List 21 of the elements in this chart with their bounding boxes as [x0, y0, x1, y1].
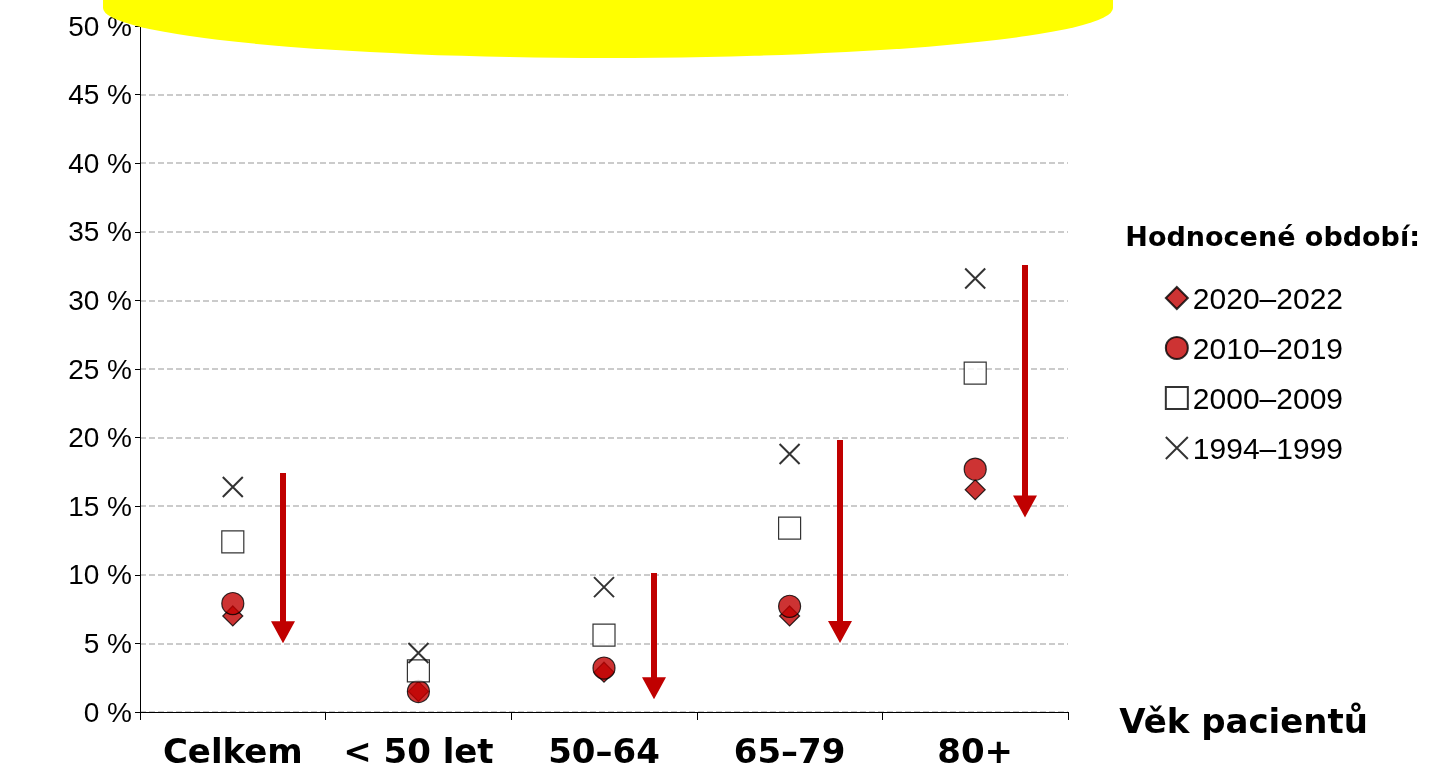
y-tick-label: 30 %	[68, 284, 132, 316]
y-tick-label: 15 %	[68, 490, 132, 522]
x-axis-title: Věk pacientů	[1119, 701, 1369, 741]
y-tick-label: 20 %	[68, 422, 132, 454]
x-tick-label: Celkem	[162, 731, 303, 771]
y-tick-label: 5 %	[83, 627, 132, 659]
legend-label: 2020–2022	[1192, 281, 1344, 315]
legend-title: Hodnocené období:	[1125, 221, 1421, 252]
y-tick-label: 45 %	[68, 79, 132, 111]
y-tick-label: 40 %	[68, 147, 132, 179]
y-tick-label: 35 %	[68, 216, 132, 248]
legend-label: 1994–1999	[1192, 431, 1344, 465]
x-tick-label: 50–64	[548, 731, 660, 771]
y-tick-label: 0 %	[83, 696, 132, 728]
legend-label: 2000–2009	[1192, 381, 1344, 415]
y-tick-label: 25 %	[68, 353, 132, 385]
x-tick-label: 80+	[937, 731, 1014, 771]
x-tick-label: 65–79	[733, 731, 846, 771]
y-tick-label: 10 %	[68, 559, 132, 591]
legend-label: 2010–2019	[1192, 331, 1344, 365]
x-tick-label: < 50 let	[343, 731, 494, 771]
